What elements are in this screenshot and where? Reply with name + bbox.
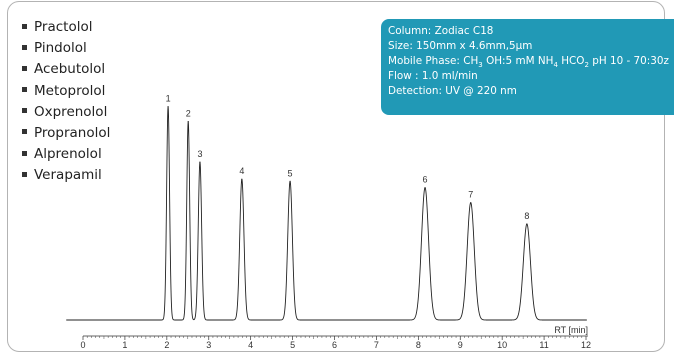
analyte-label: Acebutolol (34, 61, 106, 78)
peak-apex (470, 202, 472, 204)
analyte-item: Oxprenolol (22, 102, 110, 123)
analyte-item: Pindolol (22, 38, 110, 59)
analyte-label: Oxprenolol (34, 103, 108, 120)
x-tick-label: 3 (206, 340, 211, 350)
bullet-icon (22, 87, 27, 93)
peak-apex (241, 178, 243, 180)
x-tick-label: 0 (80, 340, 85, 350)
x-tick-label: 4 (248, 340, 253, 350)
x-tick-label: 5 (290, 340, 295, 350)
x-tick-label: 8 (416, 340, 421, 350)
analyte-label: Alprenolol (34, 146, 102, 163)
peak-label: 6 (423, 175, 428, 185)
peak-apex (289, 180, 291, 182)
x-tick-label: 10 (497, 340, 507, 350)
conditions-box: Column: Zodiac C18 Size: 150mm x 4.6mm,5… (381, 19, 674, 115)
peak-apex (424, 187, 426, 189)
peak-label: 1 (166, 94, 171, 104)
analyte-label: Metoprolol (34, 82, 106, 99)
detection-text: Detection: UV @ 220 nm (388, 85, 517, 97)
analyte-list: Practolol Pindolol Acebutolol Metoprolol… (22, 17, 110, 187)
x-tick-label: 12 (581, 340, 591, 350)
x-tick-label: 7 (374, 340, 379, 350)
x-tick-label: 11 (539, 340, 548, 350)
mobile-phase-text: Mobile Phase: CH3 OH:5 mM NH4 HCO2 pH 10… (388, 55, 669, 70)
bullet-icon (22, 23, 27, 29)
analyte-item: Practolol (22, 17, 110, 38)
chromatogram-trace (65, 106, 588, 321)
analyte-item: Acebutolol (22, 59, 110, 80)
analyte-label: Propranolol (34, 124, 111, 141)
column-text: Column: Zodiac C18 (388, 25, 494, 37)
x-tick-label: 1 (122, 340, 127, 350)
peak-apex (167, 106, 169, 108)
bullet-icon (22, 44, 27, 50)
peak-label: 4 (239, 166, 244, 176)
size-text: Size: 150mm x 4.6mm,5µm (388, 40, 533, 52)
peak-label: 7 (468, 190, 473, 200)
analyte-item: Propranolol (22, 123, 110, 144)
x-tick-label: 6 (332, 340, 337, 350)
peak-label: 5 (288, 168, 293, 178)
analyte-label: Pindolol (34, 40, 87, 57)
x-tick-label: 2 (164, 340, 169, 350)
bullet-icon (22, 171, 27, 177)
trace-group (65, 106, 588, 321)
flow-text: Flow : 1.0 ml/min (388, 70, 478, 82)
peak-apex (199, 161, 201, 163)
bullet-icon (22, 65, 27, 71)
analyte-item: Metoprolol (22, 81, 110, 102)
peak-apex (526, 223, 528, 225)
analyte-label: Verapamil (34, 167, 102, 184)
peak-apex (187, 121, 189, 123)
peak-labels: 1 2 3 4 5 6 7 8 (166, 94, 530, 221)
analyte-label: Practolol (34, 19, 93, 35)
peak-label: 2 (186, 109, 191, 119)
analyte-item: Verapamil (22, 165, 110, 186)
peak-label: 3 (197, 149, 202, 159)
bullet-icon (22, 108, 27, 114)
x-axis-label: RT [min] (554, 325, 588, 335)
peak-label: 8 (524, 211, 529, 221)
analyte-item: Alprenolol (22, 144, 110, 165)
bullet-icon (22, 129, 27, 135)
bullet-icon (22, 150, 27, 156)
x-tick-label: 9 (458, 340, 463, 350)
